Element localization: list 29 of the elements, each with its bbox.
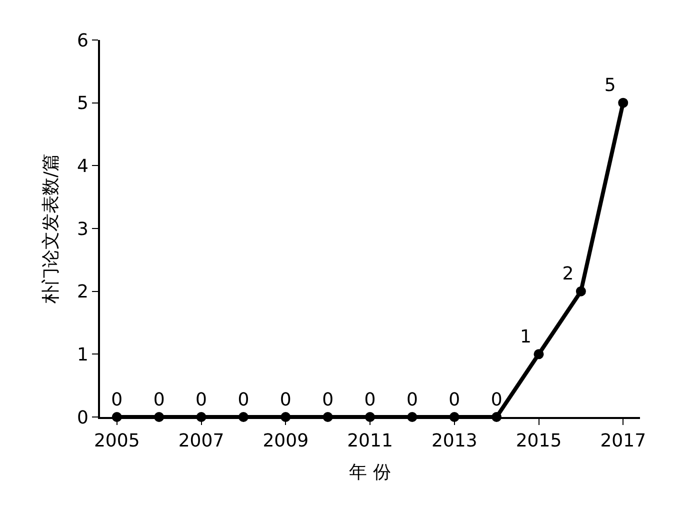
x-axis-title: 年 份 bbox=[349, 462, 391, 484]
y-tick-label: 3 bbox=[76, 218, 88, 240]
x-tick-label: 2005 bbox=[94, 430, 140, 452]
y-tick-label: 0 bbox=[76, 407, 88, 428]
data-label: 0 bbox=[406, 389, 418, 410]
y-axis-title: 朴门论文发表数/篇 bbox=[40, 153, 62, 305]
x-tick-label: 2015 bbox=[516, 430, 562, 452]
data-label: 5 bbox=[604, 75, 616, 96]
data-label: 0 bbox=[153, 389, 165, 410]
data-label: 2 bbox=[562, 264, 574, 285]
data-label: 0 bbox=[448, 389, 460, 410]
x-tick-label: 2007 bbox=[178, 430, 224, 452]
data-label: 0 bbox=[490, 389, 502, 410]
data-label: 0 bbox=[196, 389, 207, 410]
data-label: 0 bbox=[238, 389, 250, 410]
y-tick-label: 1 bbox=[76, 344, 88, 366]
data-label: 0 bbox=[280, 389, 292, 410]
data-label: 1 bbox=[520, 326, 532, 348]
y-tick-label: 5 bbox=[76, 93, 88, 114]
data-label: 0 bbox=[111, 389, 123, 410]
x-tick-label: 2017 bbox=[600, 430, 646, 452]
x-tick-label: 2009 bbox=[262, 430, 309, 452]
x-tick-label: 2011 bbox=[347, 430, 393, 452]
y-tick-label: 6 bbox=[76, 30, 88, 52]
data-label: 0 bbox=[364, 389, 376, 410]
data-label: 0 bbox=[322, 389, 334, 410]
x-tick-label: 2013 bbox=[431, 430, 478, 452]
y-tick-label: 2 bbox=[76, 282, 88, 303]
y-tick-label: 4 bbox=[76, 156, 88, 177]
